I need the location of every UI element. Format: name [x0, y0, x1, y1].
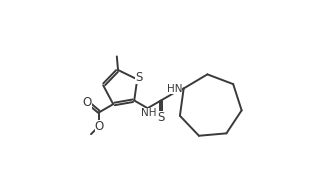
Text: NH: NH	[141, 108, 156, 118]
Text: S: S	[135, 71, 142, 84]
Text: O: O	[83, 96, 92, 109]
Text: HN: HN	[167, 84, 182, 94]
Text: O: O	[95, 120, 104, 133]
Text: S: S	[157, 111, 165, 124]
